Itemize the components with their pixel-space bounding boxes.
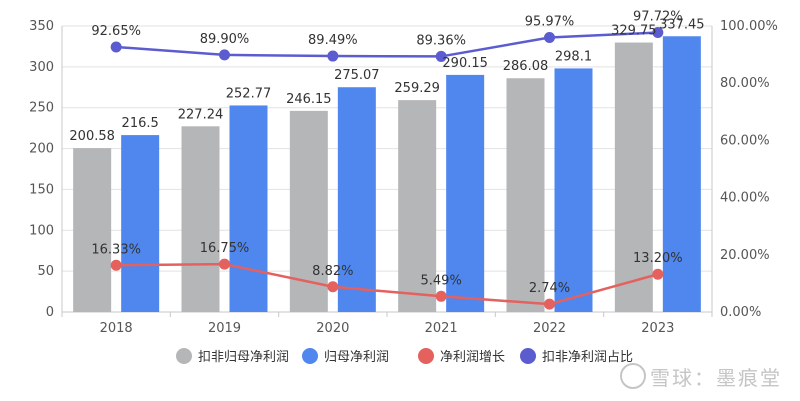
line-point bbox=[327, 281, 339, 293]
snowball-logo-icon bbox=[620, 363, 646, 389]
line-point bbox=[435, 290, 447, 302]
legend-entry: 净利润增长 bbox=[440, 350, 505, 365]
y-left-tick-label: 0 bbox=[46, 305, 54, 320]
bar bbox=[662, 36, 701, 313]
bar-data-label: 337.45 bbox=[659, 17, 705, 32]
legend: 扣非归母净利润 归母净利润 净利润增长 扣非净利润占比 bbox=[176, 348, 633, 365]
line-data-label: 16.33% bbox=[91, 242, 141, 257]
bar-data-label: 200.58 bbox=[69, 129, 115, 144]
bar-data-label: 259.29 bbox=[394, 81, 440, 96]
y-right-tick-label: 60.00% bbox=[720, 133, 770, 148]
gridlines bbox=[62, 25, 712, 313]
x-tick-label: 2020 bbox=[316, 321, 349, 336]
y-left-tick-label: 50 bbox=[37, 264, 54, 279]
y-left-tick-label: 200 bbox=[29, 142, 54, 157]
bar bbox=[181, 126, 220, 312]
bar bbox=[554, 68, 593, 312]
bar-data-label: 290.15 bbox=[442, 56, 488, 71]
legend-entry: 扣非净利润占比 bbox=[542, 350, 633, 365]
line-data-label: 89.49% bbox=[308, 33, 358, 48]
line-point bbox=[652, 27, 664, 39]
y-left-tick-label: 350 bbox=[29, 19, 54, 34]
series-line bbox=[116, 262, 659, 306]
bar bbox=[337, 87, 376, 312]
bar bbox=[229, 105, 268, 312]
legend-marker bbox=[520, 348, 536, 364]
line-data-label: 97.72% bbox=[633, 10, 683, 25]
bar bbox=[506, 78, 545, 312]
line-data-label: 16.75% bbox=[200, 241, 250, 256]
y-right-tick-label: 40.00% bbox=[720, 191, 770, 206]
watermark-text: 雪球：墨痕堂 bbox=[650, 366, 782, 390]
bar-data-label: 216.5 bbox=[122, 116, 159, 131]
line-data-label: 8.82% bbox=[312, 264, 353, 279]
series-line bbox=[116, 31, 658, 58]
legend-entry: 扣非归母净利润 bbox=[198, 350, 289, 365]
line-point bbox=[110, 41, 122, 53]
y-left-tick-label: 100 bbox=[29, 223, 54, 238]
line-data-label: 95.97% bbox=[525, 15, 575, 30]
x-tick-label: 2022 bbox=[533, 321, 566, 336]
y-axis-right: 0.00% 20.00% 40.00% 60.00% 80.00% 100.00% bbox=[720, 19, 778, 320]
legend-marker bbox=[302, 348, 318, 364]
y-left-tick-label: 300 bbox=[29, 60, 54, 75]
x-tick-label: 2023 bbox=[641, 321, 674, 336]
bar-data-label: 252.77 bbox=[226, 86, 272, 101]
bar-data-label: 227.24 bbox=[178, 107, 224, 122]
line-point bbox=[435, 50, 447, 62]
line-point bbox=[544, 298, 555, 310]
line-data-label: 89.90% bbox=[200, 32, 250, 47]
x-tick-label: 2021 bbox=[425, 321, 458, 336]
y-left-tick-label: 150 bbox=[29, 182, 54, 197]
y-left-tick-label: 250 bbox=[29, 101, 54, 116]
y-axis-left: 0 50 100 150 200 250 300 350 bbox=[29, 19, 54, 320]
line-point bbox=[219, 258, 230, 270]
legend-marker bbox=[418, 348, 434, 364]
line-point bbox=[110, 259, 122, 271]
bar-data-label: 286.08 bbox=[503, 59, 549, 74]
bar-data-label: 298.1 bbox=[555, 49, 592, 64]
legend-entry: 归母净利润 bbox=[324, 350, 389, 365]
y-right-tick-label: 100.00% bbox=[720, 19, 778, 34]
line-data-label: 13.20% bbox=[633, 251, 683, 266]
x-tick-label: 2018 bbox=[100, 321, 133, 336]
line-data-label: 92.65% bbox=[91, 24, 141, 39]
line-point bbox=[652, 268, 664, 280]
watermark: 雪球：墨痕堂 bbox=[620, 362, 782, 391]
data-labels: 200.58 227.24 246.15 259.29 286.08 329.75 216.… bbox=[69, 10, 704, 297]
x-tick-label: 2019 bbox=[208, 321, 241, 336]
line-data-label: 5.49% bbox=[421, 273, 462, 288]
bar bbox=[398, 100, 437, 312]
y-right-tick-label: 80.00% bbox=[720, 76, 770, 91]
line-point bbox=[219, 49, 230, 61]
x-axis: 2018 2019 2020 2021 2022 2023 bbox=[61, 26, 713, 336]
legend-marker bbox=[176, 348, 192, 364]
line-point bbox=[544, 32, 555, 44]
bar-data-label: 275.07 bbox=[334, 68, 380, 83]
bar bbox=[121, 135, 160, 312]
y-right-tick-label: 0.00% bbox=[720, 305, 761, 320]
y-right-tick-label: 20.00% bbox=[720, 248, 770, 263]
bar-series bbox=[73, 36, 701, 313]
bar bbox=[73, 148, 112, 312]
line-data-label: 89.36% bbox=[416, 33, 466, 48]
line-data-label: 2.74% bbox=[529, 281, 570, 296]
line-point bbox=[327, 50, 339, 62]
bar-data-label: 329.75 bbox=[611, 24, 657, 39]
line-series bbox=[110, 27, 664, 310]
bar bbox=[614, 42, 653, 312]
bar bbox=[446, 74, 485, 312]
bar-data-label: 246.15 bbox=[286, 92, 332, 107]
